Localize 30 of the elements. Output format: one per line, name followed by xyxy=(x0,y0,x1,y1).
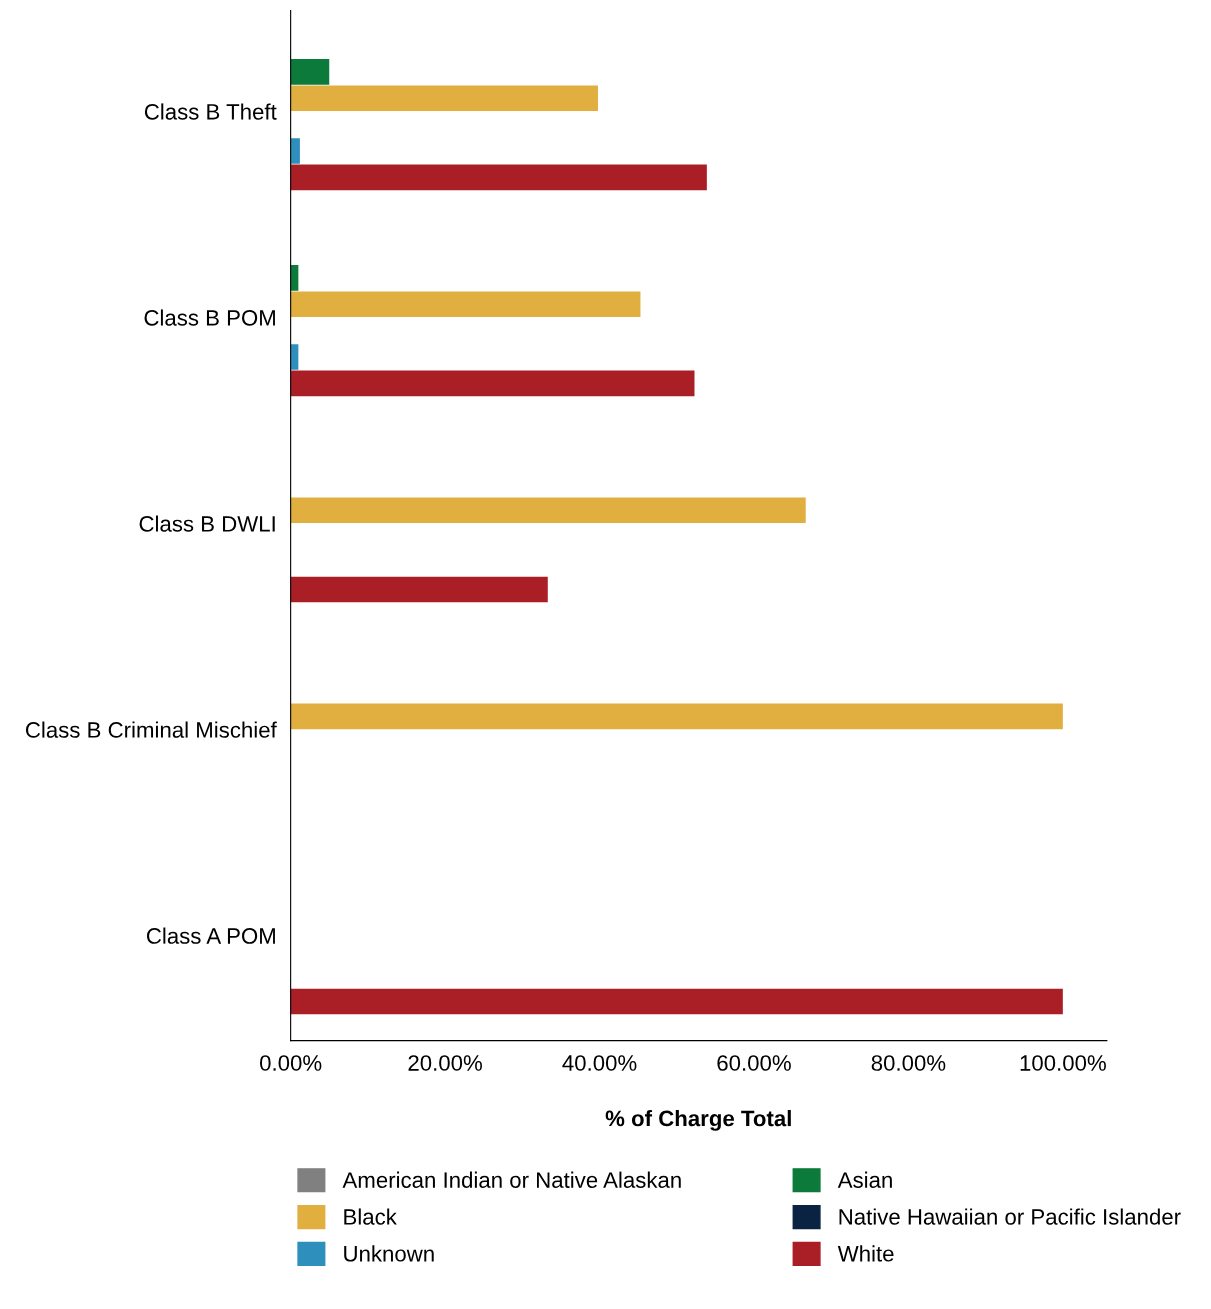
bar xyxy=(290,85,598,112)
x-tick-label: 0.00% xyxy=(260,1055,322,1071)
legend-label: American Indian or Native Alaskan xyxy=(342,1171,681,1188)
legend-label: Native Hawaiian or Pacific Islander xyxy=(839,1208,1181,1225)
x-tick-label: 80.00% xyxy=(871,1055,946,1071)
bar xyxy=(290,703,1063,730)
x-tick-label: 20.00% xyxy=(408,1055,482,1071)
x-axis-title: % of Charge Total xyxy=(605,1109,791,1131)
bar xyxy=(290,370,695,397)
bar xyxy=(290,291,641,318)
bar xyxy=(290,138,300,164)
bar xyxy=(290,988,1063,1015)
bar xyxy=(290,497,806,524)
bar xyxy=(290,265,299,291)
bar xyxy=(290,164,707,191)
y-tick-label: Class B Criminal Mischief xyxy=(25,721,277,738)
legend-label: Unknown xyxy=(344,1245,434,1262)
bar xyxy=(290,576,548,603)
bar xyxy=(290,59,330,85)
y-tick-label: Class B POM xyxy=(144,309,275,326)
legend-label: Black xyxy=(344,1208,397,1225)
y-tick-label: Class B DWLI xyxy=(139,515,275,532)
legend-label: White xyxy=(837,1245,894,1262)
x-tick-label: 100.00% xyxy=(1020,1055,1106,1071)
bar xyxy=(290,344,299,370)
y-tick-label: Class A POM xyxy=(146,927,275,944)
y-tick-label: Class B Theft xyxy=(144,103,277,120)
x-tick-label: 60.00% xyxy=(717,1055,791,1071)
x-tick-label: 40.00% xyxy=(562,1055,637,1071)
legend-label: Asian xyxy=(837,1171,892,1188)
